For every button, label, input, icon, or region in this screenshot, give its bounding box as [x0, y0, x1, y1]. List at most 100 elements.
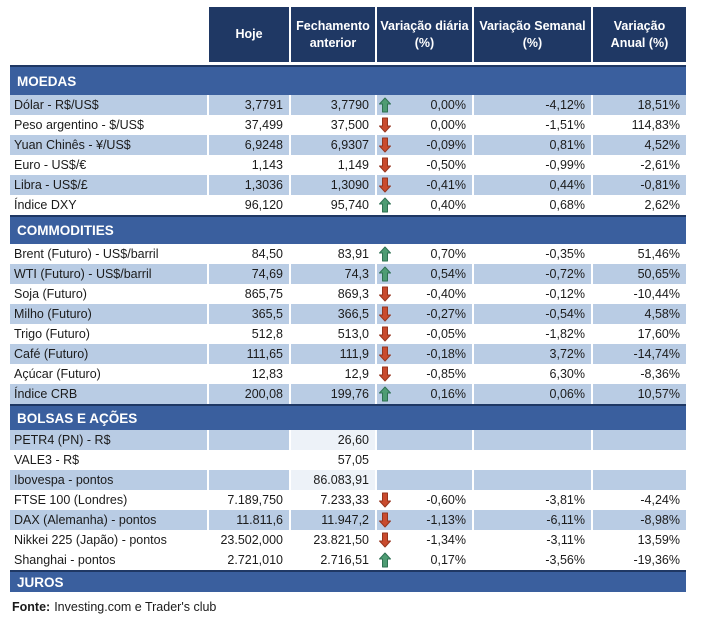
- annual-change-value: -0,81%: [591, 175, 686, 195]
- weekly-change-value: [472, 450, 591, 470]
- annual-change-value: 10,57%: [591, 384, 686, 404]
- down-arrow-icon: [379, 137, 391, 153]
- today-value: [207, 470, 289, 490]
- table-row: Índice DXY 96,120 95,740 0,40% 0,68% 2,62%: [10, 195, 686, 215]
- down-arrow-icon: [379, 366, 391, 382]
- previous-close-value: 199,76: [289, 384, 375, 404]
- daily-change-value: -1,34%: [426, 533, 466, 547]
- weekly-change-value: 0,68%: [472, 195, 591, 215]
- table-row: Açúcar (Futuro) 12,83 12,9 -0,85% 6,30% -8,36…: [10, 364, 686, 384]
- daily-change-cell: [375, 430, 472, 450]
- table-row: FTSE 100 (Londres) 7.189,750 7.233,33 -0,60…: [10, 490, 686, 510]
- today-value: 37,499: [207, 115, 289, 135]
- row-label: Libra - US$/£: [10, 175, 207, 195]
- daily-change-cell: -1,13%: [375, 510, 472, 530]
- table-row: WTI (Futuro) - US$/barril 74,69 74,3 0,54% -…: [10, 264, 686, 284]
- section-header-moedas: MOEDAS: [10, 65, 686, 95]
- down-arrow-icon: [379, 306, 391, 322]
- market-table: Hoje Fechamento anterior Variação diária…: [10, 0, 686, 592]
- annual-change-value: 4,52%: [591, 135, 686, 155]
- today-value: 74,69: [207, 264, 289, 284]
- weekly-change-value: -0,54%: [472, 304, 591, 324]
- daily-change-cell: -0,85%: [375, 364, 472, 384]
- up-arrow-icon: [379, 552, 391, 568]
- weekly-change-value: 3,72%: [472, 344, 591, 364]
- down-arrow-icon: [379, 512, 391, 528]
- previous-close-value: 869,3: [289, 284, 375, 304]
- today-value: 3,7791: [207, 95, 289, 115]
- weekly-change-value: [472, 470, 591, 490]
- row-label: Dólar - R$/US$: [10, 95, 207, 115]
- daily-change-value: 0,70%: [430, 247, 466, 261]
- daily-change-value: 0,16%: [430, 387, 466, 401]
- daily-change-value: -0,05%: [426, 327, 466, 341]
- daily-change-cell: -0,05%: [375, 324, 472, 344]
- annual-change-value: 114,83%: [591, 115, 686, 135]
- section-title: MOEDAS: [17, 73, 77, 89]
- table-row: Milho (Futuro) 365,5 366,5 -0,27% -0,54% 4,58…: [10, 304, 686, 324]
- row-label: Café (Futuro): [10, 344, 207, 364]
- row-label: Índice CRB: [10, 384, 207, 404]
- row-label: Peso argentino - $/US$: [14, 118, 144, 132]
- row-label: Ibovespa - pontos: [10, 470, 207, 490]
- previous-close-value: 37,500: [289, 115, 375, 135]
- today-value: 84,50: [207, 244, 289, 264]
- table-row: DAX (Alemanha) - pontos 11.811,6 11.947,2 -…: [10, 510, 686, 530]
- down-arrow-icon: [379, 346, 391, 362]
- column-header-variacao-anual: Variação Anual (%): [591, 7, 686, 62]
- daily-change-cell: 0,70%: [375, 244, 472, 264]
- daily-change-cell: [375, 450, 472, 470]
- annual-change-value: -2,61%: [591, 155, 686, 175]
- previous-close-value: 513,0: [289, 324, 375, 344]
- previous-close-value: 83,91: [289, 244, 375, 264]
- daily-change-cell: -1,34%: [375, 530, 472, 550]
- annual-change-value: 17,60%: [591, 324, 686, 344]
- daily-change-value: -0,18%: [426, 347, 466, 361]
- daily-change-value: -0,09%: [426, 138, 466, 152]
- column-header-fechamento-anterior: Fechamento anterior: [289, 7, 375, 62]
- annual-change-value: 18,51%: [591, 95, 686, 115]
- source-label: Fonte:: [12, 600, 51, 614]
- daily-change-value: -0,40%: [426, 287, 466, 301]
- weekly-change-value: -4,12%: [472, 95, 591, 115]
- daily-change-cell: -0,18%: [375, 344, 472, 364]
- up-arrow-icon: [379, 97, 391, 113]
- daily-change-cell: -0,50%: [375, 155, 472, 175]
- daily-change-value: -0,50%: [426, 158, 466, 172]
- today-value: 7.189,750: [207, 490, 289, 510]
- weekly-change-value: -1,51%: [472, 115, 591, 135]
- weekly-change-value: -6,11%: [472, 510, 591, 530]
- table-row: Euro - US$/€ 1,143 1,149 -0,50% -0,99% -2,61%: [10, 155, 686, 175]
- today-value: 365,5: [207, 304, 289, 324]
- column-header-variacao-diaria: Variação diária (%): [375, 7, 472, 62]
- daily-change-value: -0,60%: [426, 493, 466, 507]
- row-label: Açúcar (Futuro): [14, 367, 101, 381]
- table-row: Yuan Chinês - ¥/US$ 6,9248 6,9307 -0,09% 0,8…: [10, 135, 686, 155]
- daily-change-cell: 0,54%: [375, 264, 472, 284]
- weekly-change-value: -1,82%: [472, 324, 591, 344]
- weekly-change-value: 0,81%: [472, 135, 591, 155]
- up-arrow-icon: [379, 266, 391, 282]
- section-title: BOLSAS E AÇÕES: [17, 410, 138, 426]
- weekly-change-value: 6,30%: [472, 364, 591, 384]
- previous-close-value: 74,3: [289, 264, 375, 284]
- weekly-change-value: 0,06%: [472, 384, 591, 404]
- down-arrow-icon: [379, 157, 391, 173]
- section-title: COMMODITIES: [17, 223, 114, 238]
- down-arrow-icon: [379, 326, 391, 342]
- annual-change-value: -8,36%: [591, 364, 686, 384]
- today-value: 2.721,010: [207, 550, 289, 570]
- table-row: VALE3 - R$ 57,05: [10, 450, 686, 470]
- table-row: Dólar - R$/US$ 3,7791 3,7790 0,00% -4,12% 18,…: [10, 95, 686, 115]
- daily-change-cell: [375, 470, 472, 490]
- previous-close-value: 2.716,51: [289, 550, 375, 570]
- previous-close-value: 95,740: [289, 195, 375, 215]
- row-label: Soja (Futuro): [14, 287, 87, 301]
- row-label: Trigo (Futuro): [14, 327, 90, 341]
- table-row: Libra - US$/£ 1,3036 1,3090 -0,41% 0,44% -0,8…: [10, 175, 686, 195]
- daily-change-value: 0,00%: [430, 118, 466, 132]
- weekly-change-value: -3,81%: [472, 490, 591, 510]
- weekly-change-value: [472, 430, 591, 450]
- weekly-change-value: -3,56%: [472, 550, 591, 570]
